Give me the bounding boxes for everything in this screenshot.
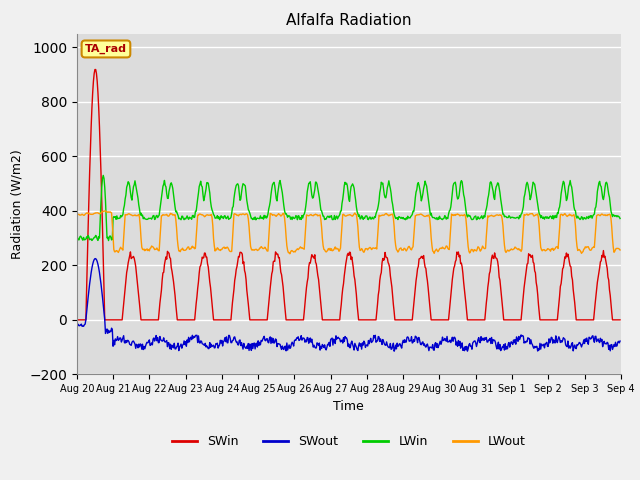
Legend: SWin, SWout, LWin, LWout: SWin, SWout, LWin, LWout — [167, 431, 531, 453]
Y-axis label: Radiation (W/m2): Radiation (W/m2) — [11, 149, 24, 259]
Title: Alfalfa Radiation: Alfalfa Radiation — [286, 13, 412, 28]
Text: TA_rad: TA_rad — [85, 44, 127, 54]
X-axis label: Time: Time — [333, 400, 364, 413]
